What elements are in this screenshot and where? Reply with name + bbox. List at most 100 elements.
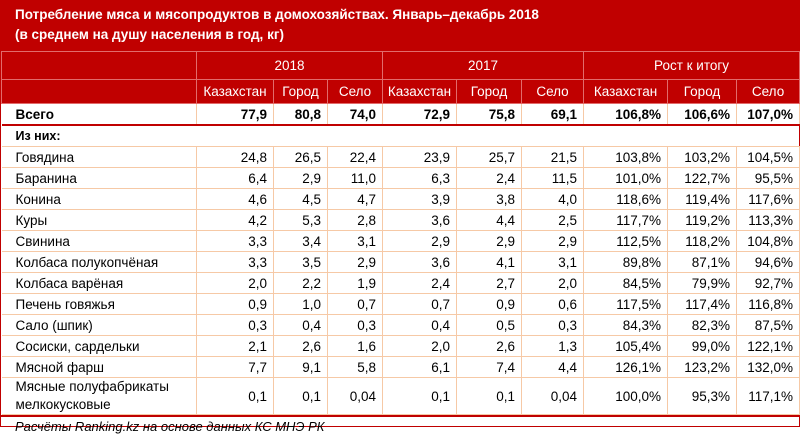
value-cell: 4,4 bbox=[521, 356, 585, 378]
value-cell: 6,4 bbox=[196, 167, 274, 189]
value-cell: 0,1 bbox=[196, 377, 274, 415]
subheader-cell: Село bbox=[521, 79, 585, 104]
value-cell: 105,4% bbox=[583, 335, 669, 357]
value-cell: 0,7 bbox=[382, 293, 458, 315]
value-cell: 95,5% bbox=[736, 167, 800, 189]
value-cell: 2,8 bbox=[326, 209, 384, 231]
value-cell: 3,5 bbox=[273, 251, 328, 273]
value-cell: 4,6 bbox=[196, 188, 274, 210]
value-cell: 117,6% bbox=[736, 188, 800, 210]
value-cell: 94,6% bbox=[736, 251, 800, 273]
value-cell: 0,1 bbox=[382, 377, 458, 415]
value-cell: 3,6 bbox=[382, 251, 458, 273]
value-cell: 100,0% bbox=[583, 377, 669, 415]
value-cell: 95,3% bbox=[667, 377, 738, 415]
value-cell: 3,4 bbox=[273, 230, 328, 252]
value-cell: 117,7% bbox=[583, 209, 669, 231]
value-cell: 3,1 bbox=[326, 230, 384, 252]
subheader-cell: Село bbox=[736, 79, 800, 104]
row-label: Баранина bbox=[1, 167, 197, 189]
source-note: Расчёты Ranking.kz на основе данных КС М… bbox=[1, 415, 799, 439]
data-table: 2018 2017 Рост к итогу Казахстан Город Сел… bbox=[1, 51, 800, 415]
title-line-2: (в среднем на душу населения в год, кг) bbox=[15, 27, 284, 42]
row-label: Говядина bbox=[1, 146, 197, 168]
value-cell: 107,0% bbox=[736, 103, 800, 126]
subheader-cell: Село bbox=[326, 79, 384, 104]
value-cell: 2,9 bbox=[382, 230, 458, 252]
value-cell: 75,8 bbox=[456, 103, 523, 126]
value-cell: 132,0% bbox=[736, 356, 800, 378]
value-cell: 2,4 bbox=[382, 272, 458, 294]
value-cell: 69,1 bbox=[521, 103, 585, 126]
value-cell: 89,8% bbox=[583, 251, 669, 273]
table-row: Куры 4,2 5,3 2,8 3,6 4,4 2,5 117,7% 119,2% 113,3% bbox=[1, 209, 800, 231]
value-cell: 112,5% bbox=[583, 230, 669, 252]
subheader-cell: Казахстан bbox=[382, 79, 458, 104]
group-header-growth: Рост к итогу bbox=[583, 51, 800, 80]
value-cell: 104,8% bbox=[736, 230, 800, 252]
value-cell: 26,5 bbox=[273, 146, 328, 168]
table-title: Потребление мяса и мясопродуктов в домох… bbox=[1, 1, 799, 51]
value-cell: 2,9 bbox=[326, 251, 384, 273]
row-label: Печень говяжья bbox=[1, 293, 197, 315]
row-label: Куры bbox=[1, 209, 197, 231]
value-cell: 6,3 bbox=[382, 167, 458, 189]
value-cell: 82,3% bbox=[667, 314, 738, 336]
value-cell: 4,2 bbox=[196, 209, 274, 231]
table-row: Конина 4,6 4,5 4,7 3,9 3,8 4,0 118,6% 119,4% 117,… bbox=[1, 188, 800, 210]
value-cell: 4,4 bbox=[456, 209, 523, 231]
value-cell: 25,7 bbox=[456, 146, 523, 168]
title-line-1: Потребление мяса и мясопродуктов в домох… bbox=[15, 7, 539, 22]
value-cell: 74,0 bbox=[326, 103, 384, 126]
value-cell: 117,1% bbox=[736, 377, 800, 415]
value-cell: 79,9% bbox=[667, 272, 738, 294]
value-cell: 117,4% bbox=[667, 293, 738, 315]
value-cell: 0,3 bbox=[326, 314, 384, 336]
value-cell: 119,4% bbox=[667, 188, 738, 210]
value-cell: 1,9 bbox=[326, 272, 384, 294]
table-row: Баранина 6,4 2,9 11,0 6,3 2,4 11,5 101,0% 122,7%… bbox=[1, 167, 800, 189]
value-cell: 2,1 bbox=[196, 335, 274, 357]
subheader-cell: Казахстан bbox=[196, 79, 274, 104]
value-cell: 0,9 bbox=[196, 293, 274, 315]
value-cell: 2,0 bbox=[521, 272, 585, 294]
row-label: Колбаса полукопчёная bbox=[1, 251, 197, 273]
value-cell: 6,1 bbox=[382, 356, 458, 378]
table-row: Мясные полуфабрикаты мелкокусковые 0,1 0,1… bbox=[1, 377, 800, 415]
value-cell: 87,1% bbox=[667, 251, 738, 273]
value-cell: 2,6 bbox=[273, 335, 328, 357]
value-cell: 113,3% bbox=[736, 209, 800, 231]
value-cell: 2,7 bbox=[456, 272, 523, 294]
value-cell: 9,1 bbox=[273, 356, 328, 378]
value-cell: 0,6 bbox=[521, 293, 585, 315]
value-cell: 2,5 bbox=[521, 209, 585, 231]
value-cell: 80,8 bbox=[273, 103, 328, 126]
value-cell: 4,0 bbox=[521, 188, 585, 210]
subheader-cell: Город bbox=[273, 79, 328, 104]
value-cell: 3,9 bbox=[382, 188, 458, 210]
subsection-label: Из них: bbox=[1, 124, 800, 147]
value-cell: 22,4 bbox=[326, 146, 384, 168]
value-cell: 123,2% bbox=[667, 356, 738, 378]
value-cell: 1,6 bbox=[326, 335, 384, 357]
value-cell: 11,0 bbox=[326, 167, 384, 189]
value-cell: 11,5 bbox=[521, 167, 585, 189]
value-cell: 0,04 bbox=[521, 377, 585, 415]
value-cell: 0,3 bbox=[196, 314, 274, 336]
value-cell: 7,4 bbox=[456, 356, 523, 378]
value-cell: 77,9 bbox=[196, 103, 274, 126]
value-cell: 0,4 bbox=[273, 314, 328, 336]
value-cell: 2,0 bbox=[196, 272, 274, 294]
table-row: Колбаса варёная 2,0 2,2 1,9 2,4 2,7 2,0 84,5% 79… bbox=[1, 272, 800, 294]
value-cell: 5,8 bbox=[326, 356, 384, 378]
value-cell: 2,9 bbox=[521, 230, 585, 252]
value-cell: 126,1% bbox=[583, 356, 669, 378]
table-row: Мясной фарш 7,7 9,1 5,8 6,1 7,4 4,4 126,1% 123,2… bbox=[1, 356, 800, 378]
value-cell: 2,9 bbox=[456, 230, 523, 252]
header-blank bbox=[1, 79, 197, 104]
value-cell: 5,3 bbox=[273, 209, 328, 231]
value-cell: 0,04 bbox=[326, 377, 384, 415]
value-cell: 0,1 bbox=[456, 377, 523, 415]
value-cell: 87,5% bbox=[736, 314, 800, 336]
